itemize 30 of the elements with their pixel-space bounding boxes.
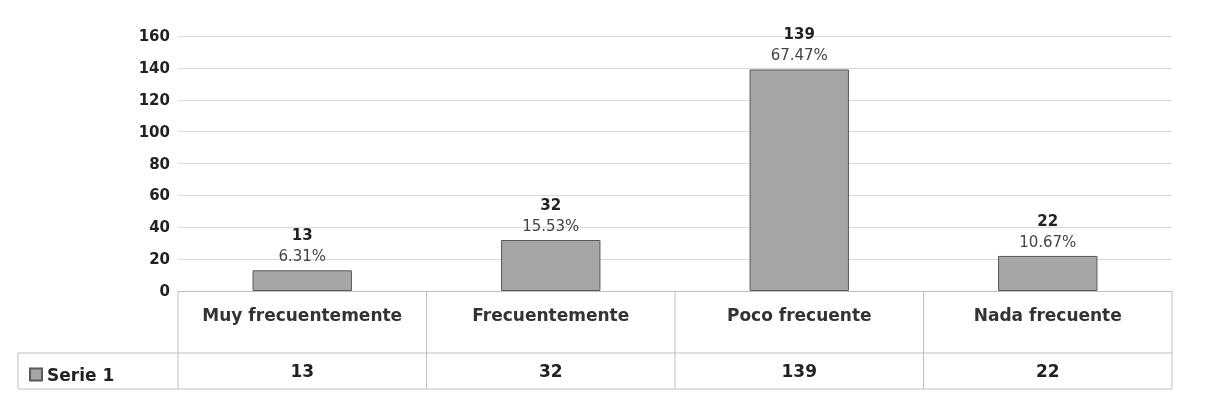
y-tick-label: 100: [138, 122, 170, 141]
bar: [998, 255, 1098, 291]
text: 22: [1037, 211, 1059, 230]
y-tick-label: 40: [149, 218, 170, 237]
bar: [501, 240, 601, 291]
annotation: 6.31%: [278, 247, 327, 266]
y-tick-label: 60: [149, 186, 170, 205]
y-tick-label: 160: [138, 27, 170, 45]
x-tick-label: Muy frecuentemente: [202, 305, 403, 325]
y-tick-label: 20: [149, 250, 170, 269]
annotation: 67.47%: [770, 46, 828, 65]
text: 139: [783, 25, 815, 44]
x-tick-label: Nada frecuente: [973, 305, 1122, 325]
bar: [749, 69, 849, 291]
y-tick-label: 120: [138, 90, 170, 109]
bar: [252, 270, 352, 291]
legend-label: Serie 1: [47, 364, 115, 385]
annotation: 15.53%: [522, 217, 580, 235]
y-tick-label: 80: [149, 154, 170, 173]
x-tick-label: Poco frecuente: [726, 305, 872, 325]
data-label: 13: [290, 361, 315, 381]
text: 32: [540, 196, 562, 214]
annotation: 10.67%: [1019, 232, 1077, 251]
x-tick-label: Frecuentemente: [472, 305, 630, 325]
data-label: 32: [538, 361, 563, 381]
y-tick-label: 140: [138, 58, 170, 77]
data-label: 22: [1035, 361, 1060, 381]
text: 13: [291, 226, 313, 245]
data-label: 139: [781, 361, 817, 381]
y-tick-label: 0: [159, 282, 170, 300]
